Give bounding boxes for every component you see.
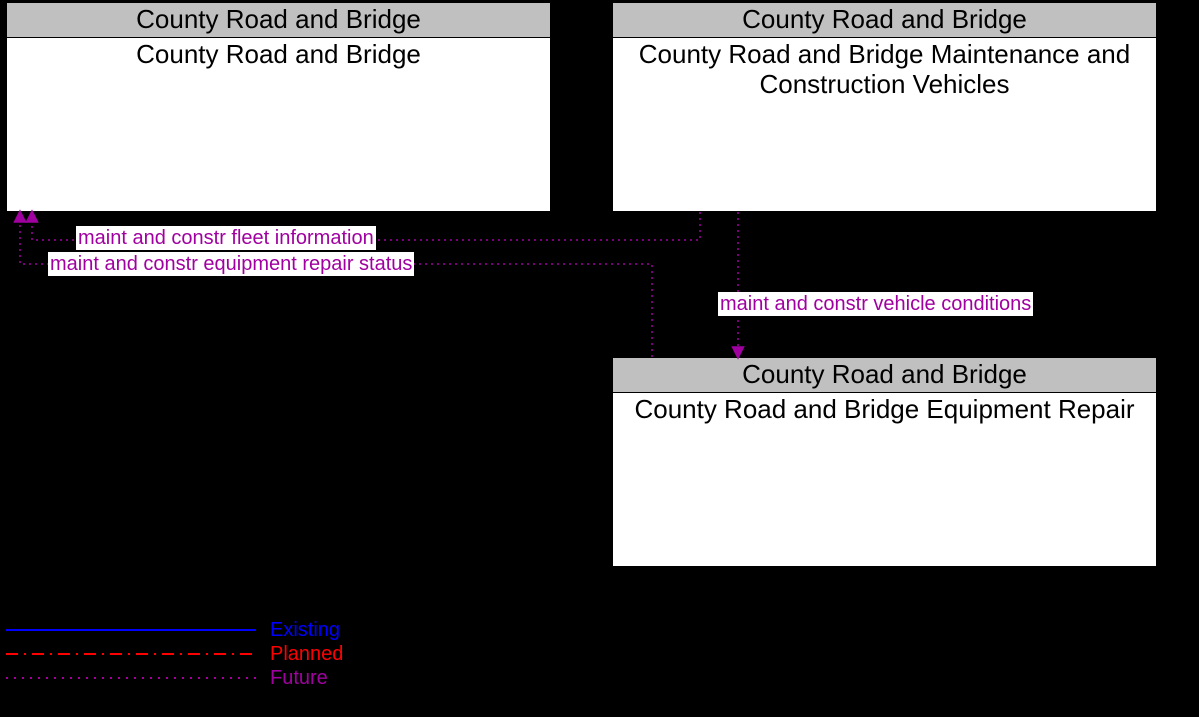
node-top-left: County Road and Bridge County Road and B… — [6, 2, 551, 212]
legend: Existing Planned Future — [6, 618, 343, 690]
legend-line-future — [6, 676, 256, 680]
node-top-right-header: County Road and Bridge — [613, 3, 1156, 38]
node-top-right-body: County Road and Bridge Maintenance and C… — [613, 38, 1156, 102]
legend-label-planned: Planned — [270, 643, 343, 666]
edge-label-fleet-info: maint and constr fleet information — [76, 226, 376, 250]
node-bottom-right: County Road and Bridge County Road and B… — [612, 357, 1157, 567]
node-top-left-body: County Road and Bridge — [7, 38, 550, 72]
node-bottom-right-body: County Road and Bridge Equipment Repair — [613, 393, 1156, 427]
node-bottom-right-header: County Road and Bridge — [613, 358, 1156, 393]
node-top-right: County Road and Bridge County Road and B… — [612, 2, 1157, 212]
legend-row-planned: Planned — [6, 642, 343, 666]
legend-label-future: Future — [270, 667, 328, 690]
node-top-left-header: County Road and Bridge — [7, 3, 550, 38]
edge-label-vehicle-conditions: maint and constr vehicle conditions — [718, 292, 1033, 316]
edge-label-repair-status: maint and constr equipment repair status — [48, 252, 414, 276]
legend-line-existing — [6, 629, 256, 631]
legend-row-existing: Existing — [6, 618, 343, 642]
legend-line-planned — [6, 652, 256, 656]
legend-label-existing: Existing — [270, 619, 340, 642]
legend-row-future: Future — [6, 666, 343, 690]
